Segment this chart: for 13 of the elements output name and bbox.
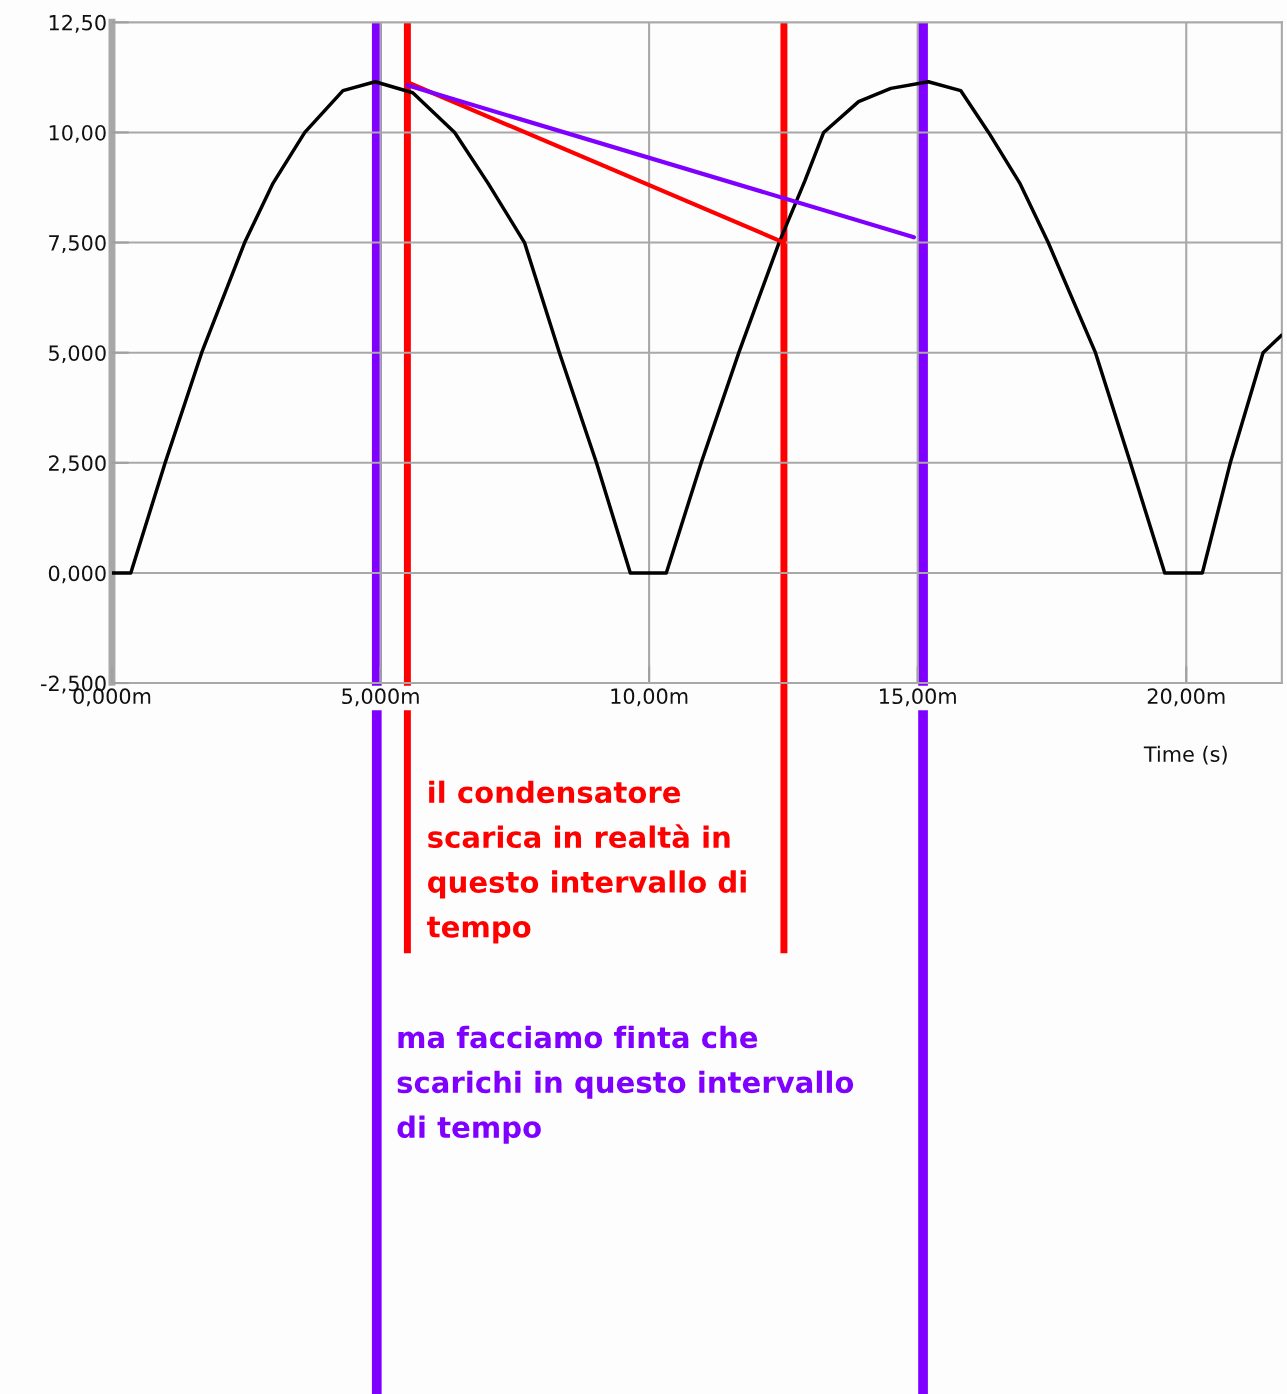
y-tick-label: 12,50 (49, 14, 106, 33)
y-tick-label: 10,00 (49, 124, 106, 143)
ref-line-label: ma facciamo finta che scarichi in questo intervallo di tempo (397, 1025, 854, 1144)
x-tick-label: 5,000m (342, 688, 419, 707)
y-tick-label: 0,000 (48, 565, 106, 584)
ref-line-label: il condensatore scarica in realtà in questo intervallo di tempo (427, 780, 746, 944)
y-tick-label: 5,000 (49, 345, 106, 364)
y-tick-label: 7,500 (49, 235, 106, 253)
x-tick-label: 15,00m (879, 688, 956, 707)
y-tick-label: 2,500 (48, 455, 106, 474)
x-tick-label: 10,00m (611, 688, 688, 707)
x-tick-label: 20,00m (1147, 688, 1225, 707)
x-axis-title: Time (s) (1143, 745, 1227, 765)
